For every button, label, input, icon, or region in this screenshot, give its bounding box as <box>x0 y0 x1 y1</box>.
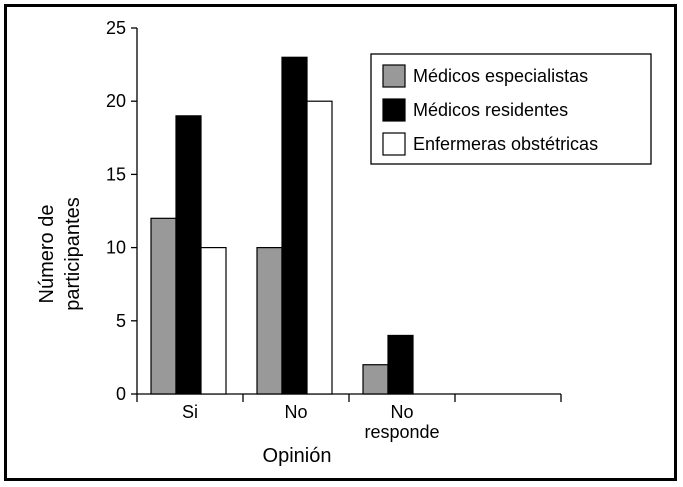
y-tick-label: 15 <box>106 164 126 184</box>
bar <box>256 247 283 395</box>
bar <box>306 100 333 395</box>
y-tick-label: 5 <box>116 311 126 331</box>
x-tick-label: Si <box>182 402 198 422</box>
x-tick-label: No <box>284 402 307 422</box>
y-tick-label: 20 <box>106 91 126 111</box>
bar <box>200 247 227 395</box>
legend-swatch <box>382 64 406 88</box>
x-axis-label: Opinión <box>263 445 332 467</box>
bar <box>175 115 202 395</box>
y-axis-label: Número de <box>36 205 58 304</box>
legend: Médicos especialistas Médicos residentes E… <box>370 53 652 165</box>
bar <box>281 56 308 395</box>
bar <box>362 364 389 395</box>
x-tick-label: responde <box>364 422 439 442</box>
legend-swatch <box>382 132 406 156</box>
x-tick-label: No <box>390 402 413 422</box>
y-tick-label: 0 <box>116 384 126 404</box>
bar <box>387 334 414 395</box>
legend-label: Médicos especialistas <box>413 66 588 86</box>
legend-label: Médicos residentes <box>413 100 568 120</box>
y-tick-label: 25 <box>106 18 126 38</box>
bar <box>150 217 177 395</box>
y-axis-label: participantes <box>62 197 84 310</box>
legend-label: Enfermeras obstétricas <box>413 134 598 154</box>
legend-box <box>370 53 652 165</box>
bars <box>150 56 414 395</box>
legend-swatch <box>382 98 406 122</box>
y-tick-label: 10 <box>106 238 126 258</box>
